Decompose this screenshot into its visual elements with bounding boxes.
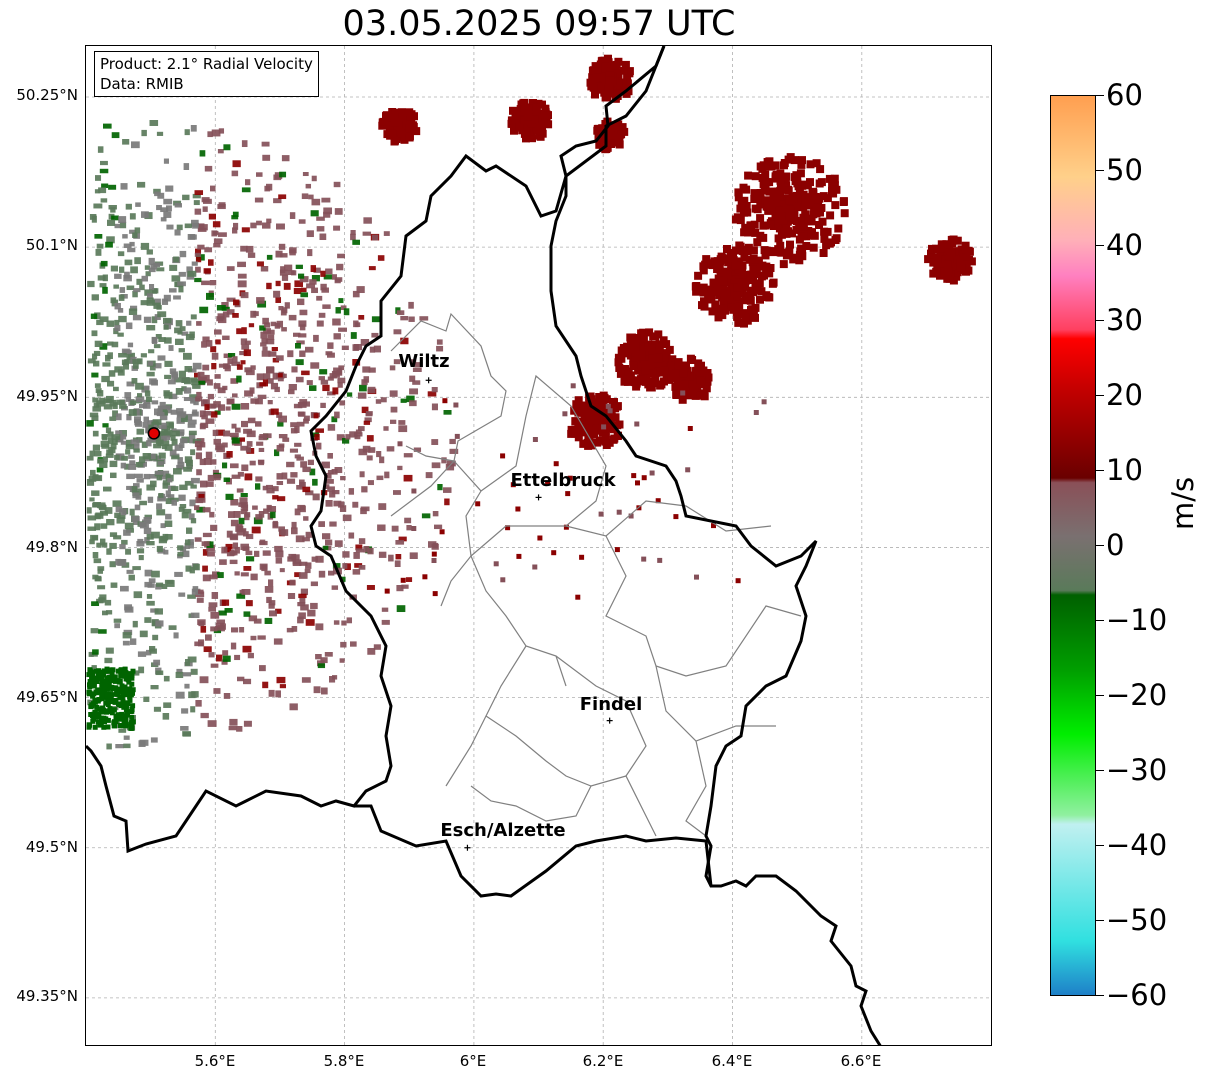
lat-tick-label: 49.95°N	[16, 387, 78, 405]
lon-tick-label: 5.8°E	[323, 1052, 365, 1070]
country-borders	[86, 46, 882, 1045]
radar-echo-layer	[86, 54, 976, 750]
map-panel[interactable]	[85, 45, 992, 1046]
city-label-ettelbruck[interactable]: Ettelbruck	[510, 470, 616, 491]
colorbar-tick-label: −10	[1106, 603, 1168, 637]
city-label-esch-alzette[interactable]: Esch/Alzette	[440, 820, 566, 841]
colorbar-tick-label: −40	[1106, 828, 1168, 862]
colorbar-tick-label: 40	[1106, 228, 1143, 262]
colorbar-tick	[1096, 395, 1104, 396]
velocity-colorbar	[1050, 95, 1096, 996]
lat-tick-label: 50.25°N	[16, 86, 78, 104]
city-label-findel[interactable]: Findel	[579, 694, 643, 715]
lat-tick-label: 50.1°N	[25, 236, 78, 254]
colorbar-tick	[1096, 620, 1104, 621]
colorbar-tick-label: 20	[1106, 378, 1143, 412]
colorbar-tick-label: −20	[1106, 678, 1168, 712]
colorbar-tick-label: 0	[1106, 528, 1125, 562]
colorbar-tick	[1096, 170, 1104, 171]
lon-tick-label: 6.6°E	[840, 1052, 882, 1070]
canton-boundaries	[390, 312, 802, 837]
city-label-wiltz[interactable]: Wiltz	[398, 351, 450, 372]
colorbar-tick	[1096, 995, 1104, 996]
colorbar-tick-label: 50	[1106, 153, 1143, 187]
graticule-grid	[86, 46, 991, 1045]
colorbar-tick-label: 60	[1106, 78, 1143, 112]
lat-tick-label: 49.5°N	[25, 838, 78, 856]
lat-tick-label: 49.8°N	[25, 538, 78, 556]
colorbar-tick	[1096, 545, 1104, 546]
colorbar-tick	[1096, 470, 1104, 471]
colorbar-tick-label: −50	[1106, 903, 1168, 937]
radar-map[interactable]	[86, 46, 992, 1046]
data-source-label: Data: RMIB	[100, 75, 184, 93]
lat-tick-label: 49.65°N	[16, 688, 78, 706]
colorbar-tick	[1096, 920, 1104, 921]
colorbar-tick	[1096, 695, 1104, 696]
city-markers	[425, 377, 613, 851]
lon-tick-label: 6.4°E	[711, 1052, 753, 1070]
lat-tick-label: 49.35°N	[16, 987, 78, 1005]
colorbar-tick	[1096, 245, 1104, 246]
radar-site-marker[interactable]	[147, 427, 161, 440]
product-label: Product: 2.1° Radial Velocity	[100, 55, 313, 73]
colorbar-tick-label: 10	[1106, 453, 1143, 487]
colorbar-tick	[1096, 845, 1104, 846]
map-title: 03.05.2025 09:57 UTC	[342, 4, 736, 44]
colorbar-tick-label: −30	[1106, 753, 1168, 787]
colorbar-tick	[1096, 320, 1104, 321]
lon-tick-label: 6°E	[459, 1052, 487, 1070]
lon-tick-label: 5.6°E	[194, 1052, 236, 1070]
colorbar-tick-label: −60	[1106, 978, 1168, 1012]
colorbar-tick	[1096, 770, 1104, 771]
colorbar-tick	[1096, 95, 1104, 96]
lon-tick-label: 6.2°E	[582, 1052, 624, 1070]
product-info-box: Product: 2.1° Radial Velocity Data: RMIB	[94, 51, 319, 97]
colorbar-unit-label: m/s	[1166, 476, 1200, 530]
colorbar-tick-label: 30	[1106, 303, 1143, 337]
